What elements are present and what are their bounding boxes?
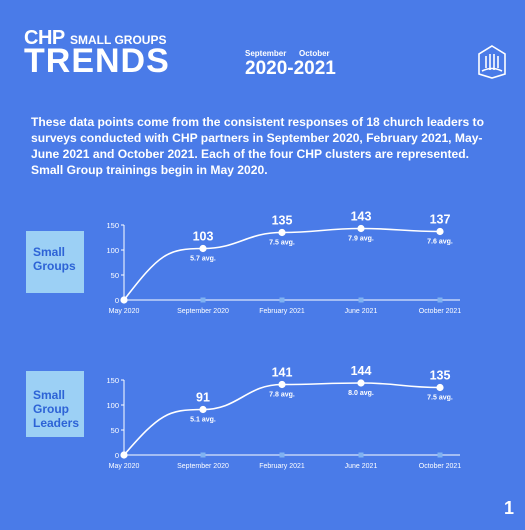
x-tick-marker xyxy=(358,297,364,303)
data-label: 135 xyxy=(272,214,293,228)
chart-label-line: Leaders xyxy=(33,416,80,430)
chart-label-line: Small xyxy=(33,388,66,402)
chart-label-line: Group xyxy=(33,402,69,416)
data-label: 144 xyxy=(351,364,372,378)
avg-label: 7.5 avg. xyxy=(269,240,295,247)
data-point xyxy=(278,228,286,237)
data-point xyxy=(278,380,286,389)
chart-label-small-group-leaders: Small Group Leaders xyxy=(26,371,84,437)
date-range: 2020-2021 xyxy=(245,58,336,79)
avg-label: 5.1 avg. xyxy=(190,417,216,424)
x-tick-label: June 2021 xyxy=(345,463,378,470)
data-point xyxy=(357,379,365,387)
page-title: TRENDS xyxy=(24,42,170,80)
x-tick-marker xyxy=(200,297,206,303)
data-point xyxy=(120,296,128,304)
x-tick-label: February 2021 xyxy=(259,463,305,470)
avg-label: 5.7 avg. xyxy=(190,256,216,263)
avg-label: 7.5 avg. xyxy=(427,395,453,402)
x-tick-marker xyxy=(200,452,206,458)
x-tick-marker xyxy=(358,452,364,458)
data-point xyxy=(436,383,444,392)
data-point xyxy=(199,244,207,253)
y-tick-label: 50 xyxy=(111,271,119,280)
data-label: 141 xyxy=(272,366,293,380)
y-tick-label: 150 xyxy=(106,376,119,385)
x-tick-label: September 2020 xyxy=(177,308,229,315)
data-label: 135 xyxy=(430,369,451,383)
y-tick-label: 100 xyxy=(106,246,119,255)
data-label: 143 xyxy=(351,210,372,224)
date-end-label: October xyxy=(299,49,330,58)
avg-label: 7.8 avg. xyxy=(269,392,295,399)
y-tick-label: 50 xyxy=(111,426,119,435)
data-point xyxy=(357,224,365,233)
data-point xyxy=(199,405,207,414)
y-tick-label: 0 xyxy=(115,451,119,460)
x-tick-label: February 2021 xyxy=(259,308,305,315)
data-point xyxy=(120,451,128,459)
x-tick-marker xyxy=(279,452,285,458)
x-tick-marker xyxy=(279,297,285,303)
y-tick-label: 0 xyxy=(115,296,119,305)
brand-subtitle: SMALL GROUPS xyxy=(70,33,167,47)
x-tick-marker xyxy=(437,297,443,303)
page-number: 1 xyxy=(504,498,515,518)
intro-text: These data points come from the consiste… xyxy=(31,115,484,178)
x-tick-label: October 2021 xyxy=(419,308,462,315)
avg-label: 7.9 avg. xyxy=(348,236,374,243)
chart-label-line: Groups xyxy=(33,259,76,273)
avg-label: 8.0 avg. xyxy=(348,390,374,397)
x-tick-label: June 2021 xyxy=(345,308,378,315)
chart-label-line: Small xyxy=(33,245,66,259)
date-start-label: September xyxy=(245,49,287,58)
x-tick-label: October 2021 xyxy=(419,463,462,470)
x-tick-label: May 2020 xyxy=(109,463,140,470)
brand-name: CHP xyxy=(24,27,65,49)
avg-label: 7.6 avg. xyxy=(427,239,453,246)
chart-label-small-groups: Small Groups xyxy=(26,231,84,293)
series-line xyxy=(123,227,441,301)
data-label: 91 xyxy=(196,391,210,405)
y-tick-label: 150 xyxy=(106,221,119,230)
x-tick-label: May 2020 xyxy=(109,308,140,315)
logo-icon xyxy=(478,45,506,79)
data-point xyxy=(436,227,444,236)
data-label: 103 xyxy=(193,230,214,244)
y-tick-label: 100 xyxy=(106,401,119,410)
x-tick-marker xyxy=(437,452,443,458)
x-tick-label: September 2020 xyxy=(177,463,229,470)
data-label: 137 xyxy=(430,213,451,227)
